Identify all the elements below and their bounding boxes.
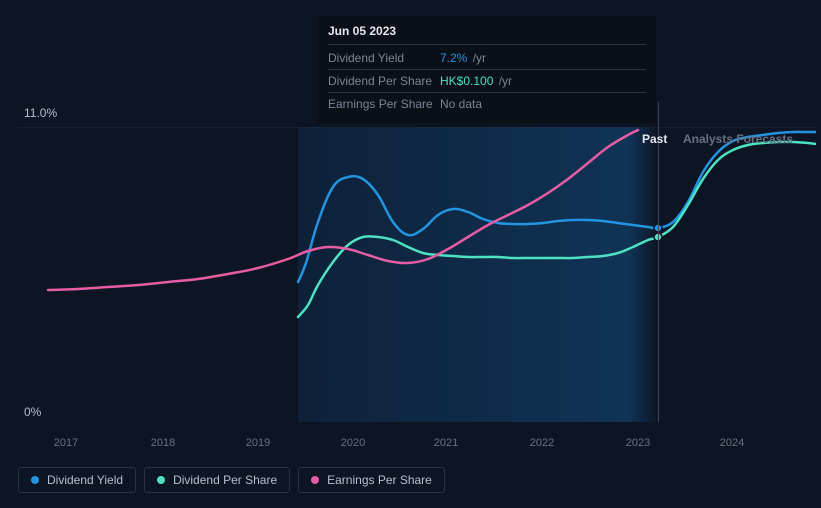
tooltip-row-label: Dividend Yield: [328, 51, 440, 65]
chart-area[interactable]: [18, 127, 816, 422]
legend-label: Dividend Yield: [47, 473, 123, 487]
chart-svg: [18, 127, 816, 422]
x-axis-label: 2024: [720, 437, 744, 449]
x-axis-label: 2020: [341, 437, 365, 449]
tooltip: Jun 05 2023 Dividend Yield7.2% /yrDivide…: [318, 16, 656, 123]
tooltip-row-label: Dividend Per Share: [328, 74, 440, 88]
indicator-line: [658, 102, 659, 422]
tooltip-row: Dividend Yield7.2% /yr: [328, 47, 646, 70]
legend-item-dividend-yield[interactable]: Dividend Yield: [18, 467, 136, 493]
tooltip-row: Dividend Per ShareHK$0.100 /yr: [328, 70, 646, 93]
x-axis-label: 2023: [626, 437, 650, 449]
legend-swatch: [31, 476, 39, 484]
x-axis-label: 2022: [530, 437, 554, 449]
tooltip-row-value: No data: [440, 97, 482, 111]
x-axis-label: 2018: [151, 437, 175, 449]
y-axis-max-label: 11.0%: [24, 106, 57, 120]
tooltip-date: Jun 05 2023: [328, 24, 646, 45]
tooltip-row-value: HK$0.100 /yr: [440, 74, 512, 88]
legend-swatch: [311, 476, 319, 484]
timeline-forecast-label: Analysts Forecasts: [683, 132, 793, 146]
x-axis-label: 2019: [246, 437, 270, 449]
tooltip-row-value: 7.2% /yr: [440, 51, 486, 65]
legend-swatch: [157, 476, 165, 484]
legend-label: Dividend Per Share: [173, 473, 277, 487]
x-axis-label: 2021: [434, 437, 458, 449]
legend-item-earnings-per-share[interactable]: Earnings Per Share: [298, 467, 445, 493]
tooltip-row-label: Earnings Per Share: [328, 97, 440, 111]
x-axis-label: 2017: [54, 437, 78, 449]
timeline-past-label: Past: [642, 132, 667, 146]
tooltip-row: Earnings Per ShareNo data: [328, 93, 646, 115]
legend: Dividend Yield Dividend Per Share Earnings…: [18, 467, 445, 493]
legend-label: Earnings Per Share: [327, 473, 432, 487]
legend-item-dividend-per-share[interactable]: Dividend Per Share: [144, 467, 290, 493]
